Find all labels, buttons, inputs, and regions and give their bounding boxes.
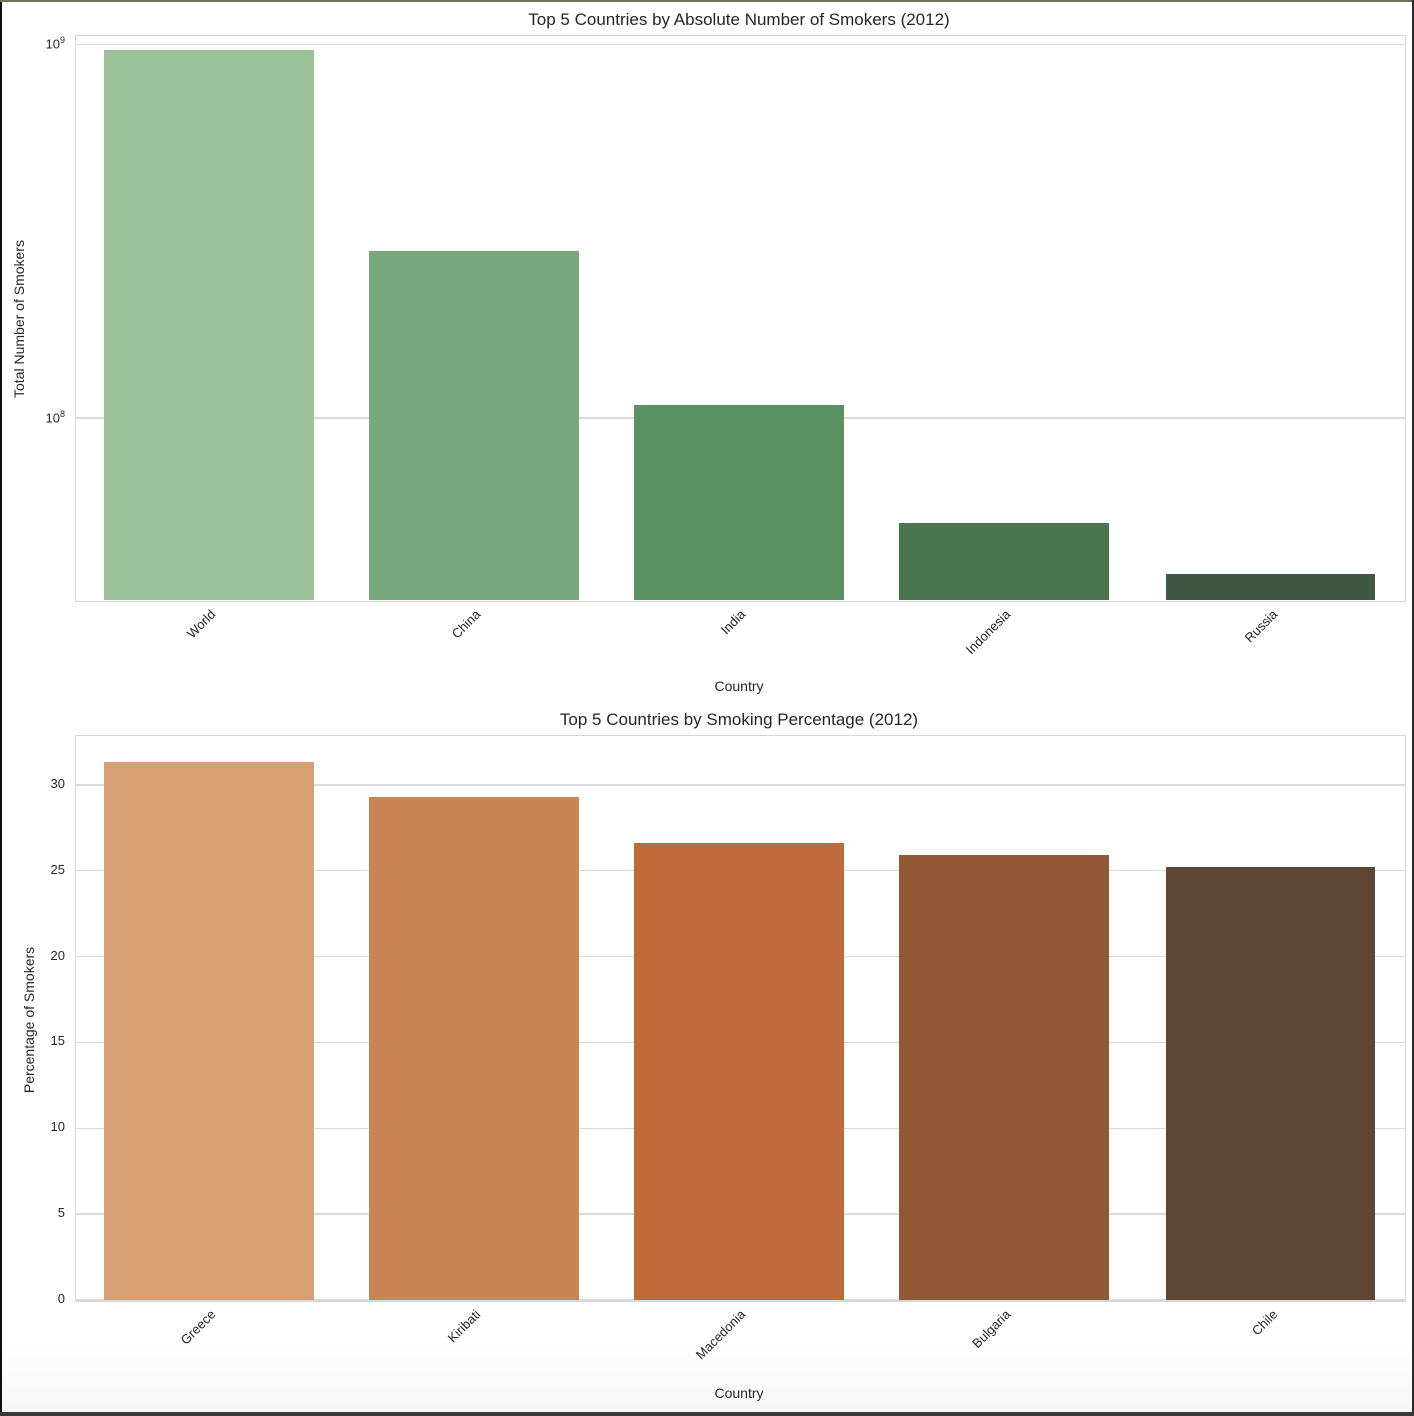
bar-bulgaria <box>899 855 1109 1300</box>
bar-macedonia <box>634 843 844 1300</box>
x-axis-label: Country <box>714 1385 764 1401</box>
y-tick-label: 10 <box>50 1119 65 1135</box>
bar-greece <box>104 762 314 1300</box>
gridline <box>75 784 1406 786</box>
y-axis-label: Percentage of Smokers <box>21 946 37 1094</box>
y-tick-label: 108 <box>45 408 65 426</box>
x-axis-label: Country <box>714 678 764 694</box>
y-tick-label: 15 <box>50 1033 65 1049</box>
bar-russia <box>1166 574 1375 600</box>
y-tick-label: 25 <box>50 861 65 877</box>
plot-area <box>75 35 1406 602</box>
y-tick-label: 20 <box>50 947 65 963</box>
window-top-border <box>0 0 1414 2</box>
plot-area <box>75 735 1406 1302</box>
y-axis-label: Total Number of Smokers <box>11 240 27 398</box>
window-right-border <box>1412 0 1414 1416</box>
chart-title: Top 5 Countries by Absolute Number of Sm… <box>528 10 950 29</box>
bar-indonesia <box>899 523 1109 600</box>
y-tick-label: 109 <box>45 35 65 52</box>
chart-title: Top 5 Countries by Smoking Percentage (2… <box>559 710 919 729</box>
gridline <box>75 1299 1406 1301</box>
y-tick-label: 5 <box>57 1205 65 1221</box>
y-tick-label: 0 <box>57 1291 65 1306</box>
gridline <box>75 43 1406 46</box>
bar-india <box>634 404 844 600</box>
bar-china <box>369 250 579 600</box>
y-tick-label: 30 <box>50 775 65 791</box>
bar-kiribati <box>369 796 579 1300</box>
window-bottom-border <box>0 1412 1414 1416</box>
bar-world <box>104 49 314 600</box>
bar-chile <box>1166 867 1375 1300</box>
